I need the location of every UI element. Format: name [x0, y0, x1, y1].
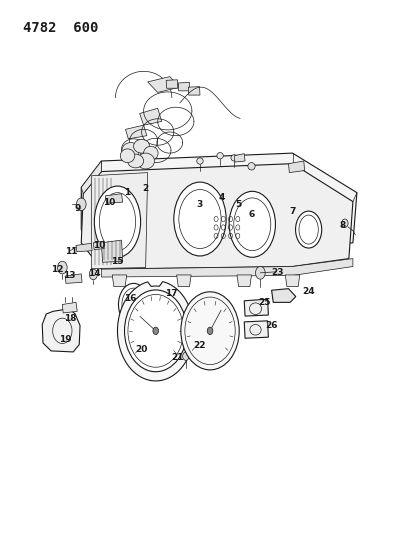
- Polygon shape: [272, 289, 296, 302]
- Ellipse shape: [197, 158, 203, 164]
- Text: 16: 16: [124, 294, 137, 303]
- Ellipse shape: [229, 191, 275, 257]
- Ellipse shape: [118, 284, 149, 326]
- Polygon shape: [118, 281, 194, 381]
- Polygon shape: [140, 108, 162, 125]
- Text: 10: 10: [93, 241, 106, 250]
- Text: 5: 5: [235, 200, 242, 209]
- Polygon shape: [126, 125, 147, 139]
- Text: 19: 19: [59, 335, 71, 344]
- Polygon shape: [166, 80, 178, 88]
- Text: 20: 20: [135, 345, 148, 354]
- Text: 26: 26: [265, 321, 278, 330]
- Ellipse shape: [144, 146, 158, 160]
- Polygon shape: [148, 77, 180, 92]
- Polygon shape: [244, 321, 268, 338]
- Ellipse shape: [181, 292, 239, 370]
- Text: 8: 8: [340, 221, 346, 230]
- Polygon shape: [188, 87, 200, 95]
- Ellipse shape: [137, 153, 155, 169]
- Circle shape: [341, 219, 348, 228]
- Polygon shape: [76, 243, 92, 252]
- Text: 13: 13: [63, 271, 75, 280]
- Ellipse shape: [174, 182, 226, 256]
- Circle shape: [89, 269, 98, 280]
- Polygon shape: [159, 290, 179, 308]
- Ellipse shape: [133, 140, 150, 153]
- Polygon shape: [237, 275, 251, 287]
- Text: 1: 1: [124, 188, 131, 197]
- Ellipse shape: [217, 152, 223, 159]
- Polygon shape: [178, 83, 190, 91]
- Circle shape: [255, 266, 265, 279]
- Circle shape: [76, 198, 86, 211]
- Text: 9: 9: [74, 204, 80, 213]
- Polygon shape: [101, 240, 123, 262]
- Text: 23: 23: [271, 268, 284, 277]
- Text: 14: 14: [88, 269, 101, 278]
- Polygon shape: [42, 309, 80, 352]
- Text: 6: 6: [248, 211, 255, 219]
- Polygon shape: [112, 275, 127, 287]
- Polygon shape: [288, 161, 305, 173]
- Text: 21: 21: [172, 353, 184, 362]
- Text: 11: 11: [65, 247, 78, 256]
- Text: 25: 25: [258, 298, 271, 307]
- Text: 7: 7: [289, 207, 296, 216]
- Text: 18: 18: [64, 314, 77, 322]
- Text: 24: 24: [302, 287, 315, 296]
- Circle shape: [153, 327, 159, 335]
- Polygon shape: [234, 154, 245, 162]
- Ellipse shape: [128, 154, 144, 168]
- Polygon shape: [105, 193, 123, 203]
- Text: 22: 22: [194, 341, 206, 350]
- Ellipse shape: [122, 142, 140, 158]
- Text: 2: 2: [142, 184, 149, 193]
- Polygon shape: [244, 299, 268, 316]
- Text: 4782  600: 4782 600: [23, 21, 98, 35]
- Polygon shape: [93, 241, 104, 249]
- Ellipse shape: [124, 290, 187, 372]
- Polygon shape: [177, 275, 191, 287]
- Polygon shape: [101, 259, 353, 277]
- Text: 12: 12: [51, 265, 63, 273]
- Text: 4: 4: [219, 193, 225, 203]
- Polygon shape: [62, 302, 77, 313]
- Ellipse shape: [94, 186, 141, 257]
- Circle shape: [207, 327, 213, 335]
- Text: 17: 17: [166, 289, 178, 298]
- Polygon shape: [81, 164, 353, 269]
- Text: 3: 3: [197, 200, 203, 209]
- Polygon shape: [91, 173, 148, 269]
- Ellipse shape: [248, 163, 255, 170]
- Text: 15: 15: [111, 257, 124, 266]
- Polygon shape: [285, 275, 300, 287]
- Polygon shape: [65, 274, 82, 284]
- Circle shape: [58, 261, 67, 274]
- Ellipse shape: [120, 149, 135, 163]
- Text: 10: 10: [103, 198, 115, 207]
- Ellipse shape: [231, 155, 237, 161]
- Polygon shape: [81, 161, 101, 193]
- Polygon shape: [81, 153, 357, 256]
- Ellipse shape: [295, 211, 322, 248]
- Circle shape: [183, 352, 189, 360]
